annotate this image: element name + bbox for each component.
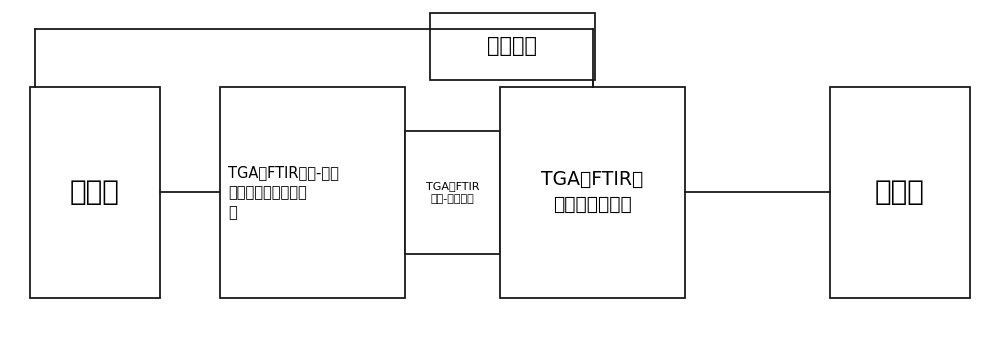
Text: 氮气瓶: 氮气瓶 [875, 178, 925, 207]
Bar [220, 87, 405, 298]
Bar [500, 87, 685, 298]
Text: 水浴系统: 水浴系统 [488, 36, 538, 56]
Text: TGA－FTIR联
用－热重分析仪: TGA－FTIR联 用－热重分析仪 [541, 170, 644, 215]
Bar [830, 87, 970, 298]
Bar [430, 13, 595, 80]
Bar [30, 87, 160, 298]
Bar [405, 131, 500, 254]
Text: TGA－FTIR联用-傅里
叶变换红外光谱分析
仪: TGA－FTIR联用-傅里 叶变换红外光谱分析 仪 [228, 165, 339, 220]
Text: 计算机: 计算机 [70, 178, 120, 207]
Text: TGA－FTIR
联用-连接管道: TGA－FTIR 联用-连接管道 [426, 181, 479, 204]
